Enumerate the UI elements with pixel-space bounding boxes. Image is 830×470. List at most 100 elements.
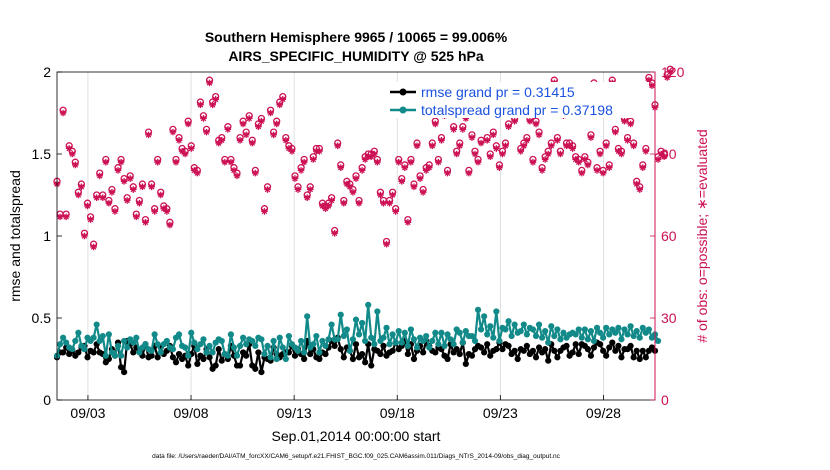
spread-point — [133, 334, 140, 341]
obs-evaluated-point — [108, 188, 116, 196]
spread-point — [310, 341, 317, 348]
spread-point — [200, 336, 207, 343]
obs-evaluated-point — [462, 115, 470, 122]
rmse-point — [148, 352, 155, 359]
data-series — [53, 65, 674, 376]
obs-evaluated-point — [62, 213, 70, 221]
obs-evaluated-point — [133, 213, 140, 221]
obs-evaluated-point — [349, 188, 357, 196]
obs-evaluated-point — [493, 145, 500, 152]
obs-evaluated-point — [615, 147, 622, 155]
rmse-point — [499, 346, 506, 353]
legend-rmse-label: rmse grand pr = 0.31415 — [421, 84, 575, 100]
obs-evaluated-point — [282, 137, 290, 144]
spread-point — [365, 301, 372, 308]
obs-evaluated-point — [535, 131, 543, 139]
obs-evaluated-point — [328, 197, 335, 204]
spread-point — [596, 329, 604, 336]
obs-evaluated-point — [340, 199, 348, 207]
spread-point — [191, 339, 198, 346]
rmse-point — [258, 369, 265, 376]
obs-evaluated-point — [337, 164, 345, 171]
obs-evaluated-point — [68, 150, 76, 158]
obs-evaluated-point — [587, 134, 595, 141]
rmse-point — [468, 352, 476, 359]
rmse-point — [337, 346, 344, 353]
obs-evaluated-point — [56, 213, 64, 221]
rmse-point — [444, 355, 451, 363]
spread-point — [471, 337, 479, 345]
spread-point — [352, 316, 360, 323]
right-y-tick-label: 60 — [661, 228, 677, 244]
rmse-point — [505, 342, 512, 349]
obs-evaluated-point — [190, 167, 198, 174]
rmse-point — [322, 350, 329, 358]
obs-evaluated-point — [136, 199, 143, 207]
rmse-point — [117, 364, 125, 371]
obs-evaluated-point — [99, 194, 107, 202]
spread-point — [535, 321, 543, 328]
spread-point — [194, 346, 201, 353]
rmse-point — [185, 362, 192, 369]
spread-point — [593, 324, 601, 331]
spread-point — [267, 354, 274, 361]
obs-evaluated-point — [248, 139, 256, 147]
obs-evaluated-point — [87, 216, 94, 223]
spread-point — [630, 332, 637, 340]
obs-evaluated-point — [581, 156, 589, 163]
obs-evaluated-point — [398, 178, 406, 185]
obs-evaluated-point — [117, 158, 125, 166]
spread-point — [508, 332, 515, 340]
chart-title: Southern Hemisphere 9965 / 10065 = 99.00… — [205, 29, 508, 45]
obs-evaluated-point — [267, 109, 274, 117]
spread-point — [154, 341, 161, 348]
spread-point — [429, 337, 436, 345]
obs-evaluated-point — [325, 202, 332, 210]
spread-point — [392, 339, 399, 346]
spread-point — [249, 337, 256, 345]
obs-evaluated-point — [453, 150, 460, 158]
spread-point — [99, 332, 106, 340]
rmse-point — [462, 360, 469, 368]
right-y-tick-label: 90 — [661, 146, 677, 162]
obs-evaluated-point — [419, 188, 427, 196]
obs-evaluated-point — [157, 191, 165, 199]
rmse-point — [520, 347, 527, 354]
spread-point — [636, 334, 643, 341]
spread-point — [90, 334, 97, 341]
obs-evaluated-point — [432, 120, 439, 128]
obs-evaluated-point — [596, 150, 604, 158]
spread-point — [313, 332, 320, 340]
spread-point — [490, 334, 497, 341]
spread-point — [551, 332, 558, 340]
rmse-point — [252, 365, 259, 372]
spread-point — [468, 332, 476, 340]
x-tick-label: 09/13 — [277, 405, 312, 421]
spread-point — [590, 337, 598, 345]
rmse-point — [612, 347, 619, 354]
obs-evaluated-point — [511, 117, 518, 125]
spread-point — [410, 336, 418, 343]
spread-point — [511, 321, 518, 328]
spread-point — [182, 344, 189, 351]
obs-evaluated-point — [258, 117, 265, 125]
rmse-point — [340, 354, 347, 361]
spread-point — [124, 344, 131, 351]
x-tick-label: 09/28 — [586, 405, 621, 421]
spread-point — [529, 326, 537, 333]
spread-point — [102, 352, 109, 359]
x-tick-label: 09/03 — [70, 405, 105, 421]
obs-evaluated-point — [410, 183, 418, 191]
spread-point — [349, 336, 357, 343]
obs-evaluated-point — [178, 147, 186, 155]
spread-point — [130, 339, 137, 346]
left-y-tick-label: 1 — [43, 228, 51, 244]
obs-evaluated-point — [343, 180, 351, 188]
rmse-point — [255, 349, 262, 356]
obs-evaluated-point — [663, 74, 671, 81]
spread-point — [517, 328, 524, 335]
left-y-tick-label: 0 — [43, 392, 51, 408]
rmse-point — [368, 362, 375, 369]
rmse-point — [380, 342, 387, 349]
obs-evaluated-point — [557, 150, 564, 158]
